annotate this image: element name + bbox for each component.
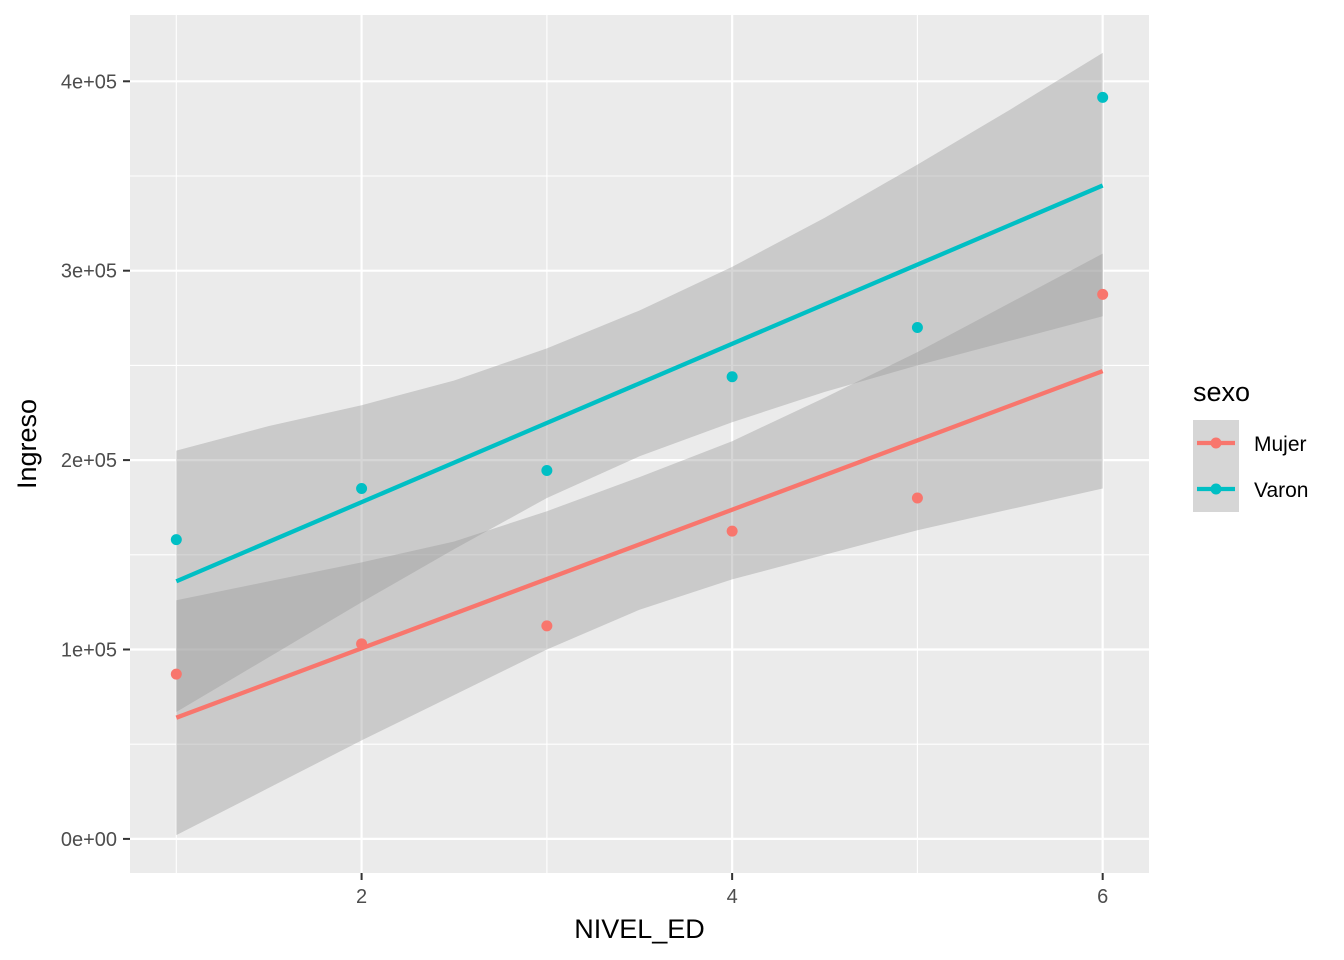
legend-label-mujer: Mujer [1254,433,1307,456]
data-point-varon [1097,91,1109,103]
legend: sexo Mujer Varon [1193,377,1308,512]
y-tick-label: 4e+05 [61,71,117,93]
legend-keys: Mujer Varon [1193,420,1308,512]
x-tick-label: 2 [356,886,367,908]
legend-title: sexo [1193,377,1250,407]
y-tick-label: 2e+05 [61,450,117,472]
data-point-mujer [911,492,923,504]
legend-key-point [1210,437,1222,449]
regression-lines [175,183,1104,720]
x-tick-label: 4 [727,886,738,908]
y-tick-label: 1e+05 [61,640,117,662]
data-point-mujer [170,668,182,680]
x-axis-title: NIVEL_ED [574,914,705,944]
x-axis: 2 4 6 [356,873,1108,908]
data-point-varon [726,371,738,383]
data-point-mujer [356,638,368,650]
data-points [170,91,1109,680]
regression-line-varon [175,183,1104,584]
data-point-mujer [726,525,738,537]
y-axis-title: Ingreso [12,399,42,489]
major-gridlines [130,15,1149,873]
y-tick-label: 3e+05 [61,261,117,283]
regression-line-mujer [175,369,1104,720]
legend-label-varon: Varon [1254,479,1308,502]
data-point-mujer [1097,288,1109,300]
data-point-varon [541,465,553,477]
minor-gridlines [130,15,1149,873]
plot-panel [130,15,1149,873]
y-axis: 0e+00 1e+05 2e+05 3e+05 4e+05 [61,71,130,851]
legend-key-point [1210,483,1222,495]
data-point-varon [170,534,182,546]
data-point-varon [911,322,923,334]
data-point-mujer [541,620,553,632]
y-tick-label: 0e+00 [61,829,117,851]
data-point-varon [356,483,368,495]
x-tick-label: 6 [1097,886,1108,908]
